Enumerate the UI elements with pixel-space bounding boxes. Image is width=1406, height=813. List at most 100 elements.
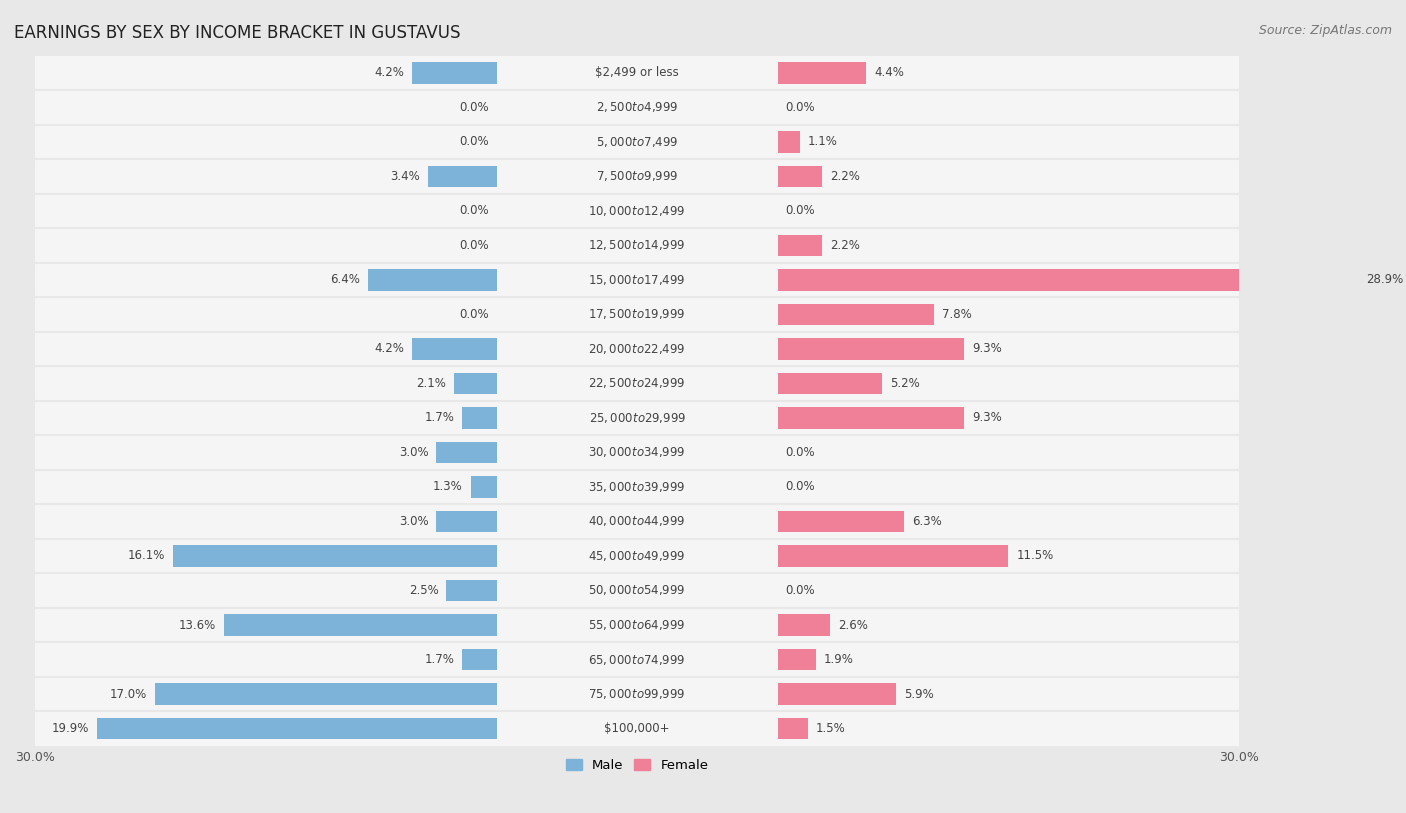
Bar — [778, 718, 808, 739]
Bar — [412, 338, 496, 359]
Bar — [35, 124, 1239, 159]
Bar — [447, 580, 496, 601]
Text: 7.8%: 7.8% — [942, 308, 972, 321]
Bar — [454, 373, 496, 394]
Bar — [778, 63, 866, 84]
Text: $35,000 to $39,999: $35,000 to $39,999 — [588, 480, 686, 494]
Bar — [35, 55, 1239, 90]
Text: $2,500 to $4,999: $2,500 to $4,999 — [596, 101, 678, 115]
Legend: Male, Female: Male, Female — [561, 754, 714, 777]
Text: 4.2%: 4.2% — [374, 342, 405, 355]
Bar — [35, 642, 1239, 676]
Bar — [778, 269, 1358, 290]
Text: $22,500 to $24,999: $22,500 to $24,999 — [588, 376, 686, 390]
Bar — [35, 573, 1239, 608]
Text: EARNINGS BY SEX BY INCOME BRACKET IN GUSTAVUS: EARNINGS BY SEX BY INCOME BRACKET IN GUS… — [14, 24, 461, 42]
Bar — [35, 263, 1239, 298]
Bar — [35, 159, 1239, 193]
Bar — [471, 476, 496, 498]
Bar — [778, 511, 904, 533]
Bar — [156, 683, 496, 705]
Text: 9.3%: 9.3% — [973, 342, 1002, 355]
Bar — [778, 683, 896, 705]
Bar — [778, 166, 823, 187]
Text: 2.1%: 2.1% — [416, 377, 447, 390]
Text: 0.0%: 0.0% — [458, 308, 489, 321]
Bar — [463, 649, 496, 670]
Text: $15,000 to $17,499: $15,000 to $17,499 — [588, 273, 686, 287]
Bar — [97, 718, 496, 739]
Text: 6.3%: 6.3% — [912, 515, 942, 528]
Bar — [35, 366, 1239, 401]
Text: $5,000 to $7,499: $5,000 to $7,499 — [596, 135, 678, 149]
Text: 0.0%: 0.0% — [786, 480, 815, 493]
Bar — [224, 615, 496, 636]
Text: 0.0%: 0.0% — [786, 101, 815, 114]
Text: 2.2%: 2.2% — [830, 170, 859, 183]
Text: $65,000 to $74,999: $65,000 to $74,999 — [588, 653, 686, 667]
Text: 0.0%: 0.0% — [458, 101, 489, 114]
Text: $50,000 to $54,999: $50,000 to $54,999 — [588, 584, 686, 598]
Bar — [778, 304, 934, 325]
Text: 3.0%: 3.0% — [399, 515, 429, 528]
Text: 2.2%: 2.2% — [830, 239, 859, 252]
Text: $2,499 or less: $2,499 or less — [595, 67, 679, 80]
Text: 1.3%: 1.3% — [433, 480, 463, 493]
Bar — [429, 166, 496, 187]
Text: $7,500 to $9,999: $7,500 to $9,999 — [596, 169, 678, 184]
Text: 0.0%: 0.0% — [786, 204, 815, 217]
Bar — [35, 332, 1239, 366]
Text: 0.0%: 0.0% — [458, 239, 489, 252]
Text: $12,500 to $14,999: $12,500 to $14,999 — [588, 238, 686, 252]
Text: $30,000 to $34,999: $30,000 to $34,999 — [588, 446, 686, 459]
Bar — [35, 193, 1239, 228]
Text: 0.0%: 0.0% — [458, 204, 489, 217]
Bar — [778, 615, 830, 636]
Bar — [35, 228, 1239, 263]
Bar — [35, 711, 1239, 746]
Bar — [436, 511, 496, 533]
Text: $75,000 to $99,999: $75,000 to $99,999 — [588, 687, 686, 701]
Text: 0.0%: 0.0% — [786, 446, 815, 459]
Text: 0.0%: 0.0% — [458, 136, 489, 149]
Text: $55,000 to $64,999: $55,000 to $64,999 — [588, 618, 686, 632]
Text: 17.0%: 17.0% — [110, 688, 148, 701]
Text: 5.2%: 5.2% — [890, 377, 920, 390]
Text: $25,000 to $29,999: $25,000 to $29,999 — [589, 411, 686, 425]
Bar — [35, 435, 1239, 470]
Text: 0.0%: 0.0% — [786, 584, 815, 597]
Text: 19.9%: 19.9% — [52, 722, 89, 735]
Text: $45,000 to $49,999: $45,000 to $49,999 — [588, 549, 686, 563]
Text: $100,000+: $100,000+ — [605, 722, 669, 735]
Text: 11.5%: 11.5% — [1017, 550, 1053, 563]
Text: $10,000 to $12,499: $10,000 to $12,499 — [588, 204, 686, 218]
Text: 1.7%: 1.7% — [425, 411, 454, 424]
Text: 1.1%: 1.1% — [808, 136, 838, 149]
Bar — [35, 298, 1239, 332]
Bar — [778, 407, 965, 428]
Text: 4.4%: 4.4% — [875, 67, 904, 80]
Text: $20,000 to $22,499: $20,000 to $22,499 — [588, 342, 686, 356]
Bar — [778, 649, 815, 670]
Bar — [368, 269, 496, 290]
Bar — [436, 441, 496, 463]
Bar — [35, 676, 1239, 711]
Text: 28.9%: 28.9% — [1365, 273, 1403, 286]
Bar — [35, 470, 1239, 504]
Bar — [35, 539, 1239, 573]
Text: 2.5%: 2.5% — [409, 584, 439, 597]
Text: Source: ZipAtlas.com: Source: ZipAtlas.com — [1258, 24, 1392, 37]
Bar — [412, 63, 496, 84]
Bar — [778, 235, 823, 256]
Bar — [463, 407, 496, 428]
Text: $40,000 to $44,999: $40,000 to $44,999 — [588, 515, 686, 528]
Bar — [778, 338, 965, 359]
Text: 1.7%: 1.7% — [425, 653, 454, 666]
Text: 1.5%: 1.5% — [815, 722, 845, 735]
Bar — [778, 373, 882, 394]
Bar — [35, 401, 1239, 435]
Text: 5.9%: 5.9% — [904, 688, 934, 701]
Text: 1.9%: 1.9% — [824, 653, 853, 666]
Text: 13.6%: 13.6% — [179, 619, 215, 632]
Bar — [173, 546, 496, 567]
